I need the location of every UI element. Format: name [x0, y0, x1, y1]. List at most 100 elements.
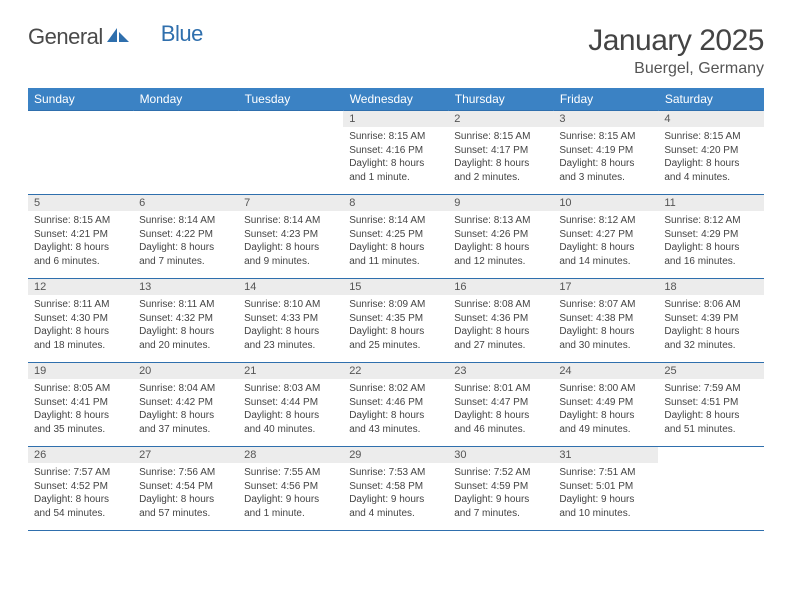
calendar-cell: 5Sunrise: 8:15 AMSunset: 4:21 PMDaylight…: [28, 195, 133, 279]
calendar-body: 1Sunrise: 8:15 AMSunset: 4:16 PMDaylight…: [28, 111, 764, 531]
sunrise-text: Sunrise: 7:59 AM: [664, 382, 757, 396]
sunset-text: Sunset: 4:16 PM: [349, 144, 442, 158]
calendar-cell: 2Sunrise: 8:15 AMSunset: 4:17 PMDaylight…: [448, 111, 553, 195]
brand-logo: General Blue: [28, 24, 203, 50]
weekday-header: Thursday: [448, 88, 553, 111]
calendar-cell: 20Sunrise: 8:04 AMSunset: 4:42 PMDayligh…: [133, 363, 238, 447]
header: General Blue January 2025 Buergel, Germa…: [28, 24, 764, 78]
calendar-cell: 16Sunrise: 8:08 AMSunset: 4:36 PMDayligh…: [448, 279, 553, 363]
sunrise-text: Sunrise: 8:14 AM: [139, 214, 232, 228]
calendar-cell: 14Sunrise: 8:10 AMSunset: 4:33 PMDayligh…: [238, 279, 343, 363]
day-number: 22: [343, 363, 448, 379]
daylight-text: Daylight: 8 hours and 57 minutes.: [139, 493, 232, 520]
daylight-text: Daylight: 8 hours and 35 minutes.: [34, 409, 127, 436]
daylight-text: Daylight: 8 hours and 25 minutes.: [349, 325, 442, 352]
daylight-text: Daylight: 8 hours and 18 minutes.: [34, 325, 127, 352]
sunrise-text: Sunrise: 7:56 AM: [139, 466, 232, 480]
sunrise-text: Sunrise: 8:12 AM: [664, 214, 757, 228]
daylight-text: Daylight: 8 hours and 16 minutes.: [664, 241, 757, 268]
daylight-text: Daylight: 8 hours and 11 minutes.: [349, 241, 442, 268]
calendar-cell: 26Sunrise: 7:57 AMSunset: 4:52 PMDayligh…: [28, 447, 133, 531]
day-details: Sunrise: 8:09 AMSunset: 4:35 PMDaylight:…: [343, 295, 448, 356]
day-details: Sunrise: 7:51 AMSunset: 5:01 PMDaylight:…: [553, 463, 658, 524]
daylight-text: Daylight: 8 hours and 46 minutes.: [454, 409, 547, 436]
day-number: 4: [658, 111, 763, 127]
sunset-text: Sunset: 4:38 PM: [559, 312, 652, 326]
day-number: 10: [553, 195, 658, 211]
day-details: Sunrise: 8:15 AMSunset: 4:19 PMDaylight:…: [553, 127, 658, 188]
calendar-cell: 27Sunrise: 7:56 AMSunset: 4:54 PMDayligh…: [133, 447, 238, 531]
day-details: Sunrise: 8:07 AMSunset: 4:38 PMDaylight:…: [553, 295, 658, 356]
sunset-text: Sunset: 4:36 PM: [454, 312, 547, 326]
daylight-text: Daylight: 9 hours and 7 minutes.: [454, 493, 547, 520]
sunrise-text: Sunrise: 8:01 AM: [454, 382, 547, 396]
sunset-text: Sunset: 4:47 PM: [454, 396, 547, 410]
weekday-header: Monday: [133, 88, 238, 111]
weekday-header: Saturday: [658, 88, 763, 111]
sunrise-text: Sunrise: 8:10 AM: [244, 298, 337, 312]
sunrise-text: Sunrise: 7:52 AM: [454, 466, 547, 480]
calendar-cell: 3Sunrise: 8:15 AMSunset: 4:19 PMDaylight…: [553, 111, 658, 195]
sunrise-text: Sunrise: 8:02 AM: [349, 382, 442, 396]
sunrise-text: Sunrise: 8:00 AM: [559, 382, 652, 396]
sail-icon: [107, 24, 129, 50]
day-number: 11: [658, 195, 763, 211]
sunset-text: Sunset: 4:22 PM: [139, 228, 232, 242]
calendar-row: 1Sunrise: 8:15 AMSunset: 4:16 PMDaylight…: [28, 111, 764, 195]
day-details: Sunrise: 8:00 AMSunset: 4:49 PMDaylight:…: [553, 379, 658, 440]
day-number: 9: [448, 195, 553, 211]
calendar-cell: 17Sunrise: 8:07 AMSunset: 4:38 PMDayligh…: [553, 279, 658, 363]
calendar-table: Sunday Monday Tuesday Wednesday Thursday…: [28, 88, 764, 531]
day-details: Sunrise: 7:53 AMSunset: 4:58 PMDaylight:…: [343, 463, 448, 524]
calendar-row: 5Sunrise: 8:15 AMSunset: 4:21 PMDaylight…: [28, 195, 764, 279]
calendar-cell: 18Sunrise: 8:06 AMSunset: 4:39 PMDayligh…: [658, 279, 763, 363]
day-number: 8: [343, 195, 448, 211]
day-number: 29: [343, 447, 448, 463]
daylight-text: Daylight: 8 hours and 3 minutes.: [559, 157, 652, 184]
day-number: 18: [658, 279, 763, 295]
sunset-text: Sunset: 4:19 PM: [559, 144, 652, 158]
day-number: 31: [553, 447, 658, 463]
sunrise-text: Sunrise: 8:14 AM: [349, 214, 442, 228]
daylight-text: Daylight: 8 hours and 51 minutes.: [664, 409, 757, 436]
sunset-text: Sunset: 4:17 PM: [454, 144, 547, 158]
day-number: 21: [238, 363, 343, 379]
calendar-cell: 24Sunrise: 8:00 AMSunset: 4:49 PMDayligh…: [553, 363, 658, 447]
sunrise-text: Sunrise: 8:12 AM: [559, 214, 652, 228]
day-number: 26: [28, 447, 133, 463]
calendar-cell: 4Sunrise: 8:15 AMSunset: 4:20 PMDaylight…: [658, 111, 763, 195]
sunset-text: Sunset: 4:49 PM: [559, 396, 652, 410]
calendar-cell: 30Sunrise: 7:52 AMSunset: 4:59 PMDayligh…: [448, 447, 553, 531]
daylight-text: Daylight: 8 hours and 9 minutes.: [244, 241, 337, 268]
calendar-row: 26Sunrise: 7:57 AMSunset: 4:52 PMDayligh…: [28, 447, 764, 531]
calendar-cell: 9Sunrise: 8:13 AMSunset: 4:26 PMDaylight…: [448, 195, 553, 279]
sunrise-text: Sunrise: 7:57 AM: [34, 466, 127, 480]
day-number: 14: [238, 279, 343, 295]
sunset-text: Sunset: 4:46 PM: [349, 396, 442, 410]
day-details: Sunrise: 7:56 AMSunset: 4:54 PMDaylight:…: [133, 463, 238, 524]
day-details: Sunrise: 8:13 AMSunset: 4:26 PMDaylight:…: [448, 211, 553, 272]
day-number: 17: [553, 279, 658, 295]
calendar-cell: 7Sunrise: 8:14 AMSunset: 4:23 PMDaylight…: [238, 195, 343, 279]
day-details: Sunrise: 7:52 AMSunset: 4:59 PMDaylight:…: [448, 463, 553, 524]
calendar-page: General Blue January 2025 Buergel, Germa…: [0, 0, 792, 531]
day-number: 20: [133, 363, 238, 379]
sunset-text: Sunset: 4:39 PM: [664, 312, 757, 326]
day-number: 30: [448, 447, 553, 463]
day-number: 7: [238, 195, 343, 211]
day-details: Sunrise: 8:11 AMSunset: 4:32 PMDaylight:…: [133, 295, 238, 356]
calendar-cell: [28, 111, 133, 195]
sunrise-text: Sunrise: 8:07 AM: [559, 298, 652, 312]
sunset-text: Sunset: 4:42 PM: [139, 396, 232, 410]
weekday-header: Wednesday: [343, 88, 448, 111]
calendar-cell: [238, 111, 343, 195]
day-details: Sunrise: 8:14 AMSunset: 4:23 PMDaylight:…: [238, 211, 343, 272]
day-details: Sunrise: 8:05 AMSunset: 4:41 PMDaylight:…: [28, 379, 133, 440]
calendar-cell: 25Sunrise: 7:59 AMSunset: 4:51 PMDayligh…: [658, 363, 763, 447]
day-details: Sunrise: 8:10 AMSunset: 4:33 PMDaylight:…: [238, 295, 343, 356]
calendar-cell: [133, 111, 238, 195]
daylight-text: Daylight: 8 hours and 12 minutes.: [454, 241, 547, 268]
day-details: Sunrise: 8:04 AMSunset: 4:42 PMDaylight:…: [133, 379, 238, 440]
calendar-cell: 12Sunrise: 8:11 AMSunset: 4:30 PMDayligh…: [28, 279, 133, 363]
day-details: Sunrise: 8:02 AMSunset: 4:46 PMDaylight:…: [343, 379, 448, 440]
